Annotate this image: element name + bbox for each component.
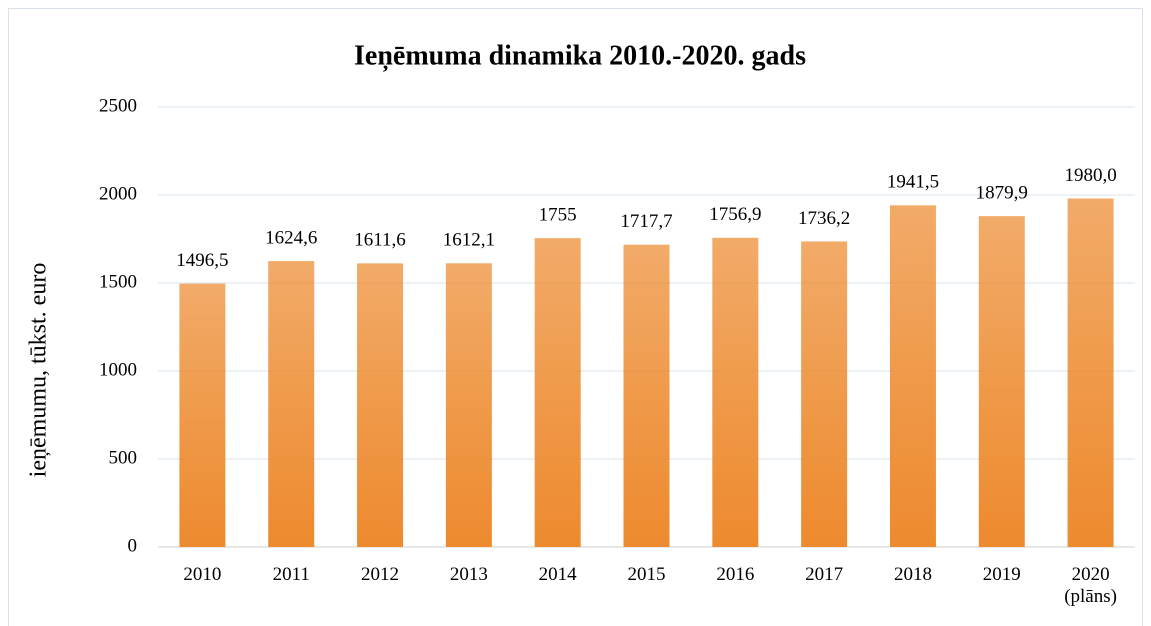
bar (1067, 198, 1114, 547)
y-tick-label: 1000 (99, 359, 137, 380)
x-tick-label: 2010 (183, 564, 222, 585)
bar (179, 283, 226, 547)
data-label: 1611,6 (354, 230, 406, 251)
y-tick-label: 0 (128, 535, 138, 556)
y-tick-label: 2000 (99, 183, 137, 204)
data-label: 1755 (539, 204, 577, 225)
data-label: 1879,9 (976, 182, 1028, 203)
y-axis-label: ieņēmumu, tūkst. euro (26, 263, 52, 478)
bar (623, 244, 670, 547)
chart-title: Ieņēmuma dinamika 2010.-2020. gads (354, 40, 806, 72)
data-label: 1941,5 (887, 172, 939, 193)
bar (445, 263, 492, 547)
x-tick-label: 2020 (plāns) (1064, 564, 1117, 607)
x-tick-label: 2014 (538, 564, 577, 585)
bar (889, 205, 936, 547)
x-tick-label: 2019 (982, 564, 1021, 585)
bar (268, 261, 315, 547)
data-label: 1612,1 (443, 230, 495, 251)
y-tick-label: 2500 (99, 95, 137, 116)
bar (534, 238, 581, 547)
y-tick-label: 500 (109, 447, 138, 468)
bar (357, 263, 404, 547)
y-tick-label: 1500 (99, 271, 137, 292)
x-tick-label: 2018 (893, 564, 932, 585)
data-label: 1717,7 (620, 211, 672, 232)
data-label: 1624,6 (265, 227, 317, 248)
x-tick-label: 2011 (272, 564, 310, 585)
x-tick-label: 2015 (627, 564, 666, 585)
data-label: 1496,5 (176, 250, 228, 271)
x-tick-label: 2013 (449, 564, 488, 585)
data-label: 1736,2 (798, 208, 850, 229)
x-tick-label: 2016 (716, 564, 755, 585)
chart-border (8, 8, 1143, 626)
bar (712, 237, 759, 548)
bar (801, 241, 848, 547)
x-tick-label: 2012 (361, 564, 400, 585)
bar (978, 216, 1025, 547)
x-tick-label: 2017 (805, 564, 844, 585)
data-label: 1980,0 (1064, 165, 1116, 186)
data-label: 1756,9 (709, 204, 761, 225)
